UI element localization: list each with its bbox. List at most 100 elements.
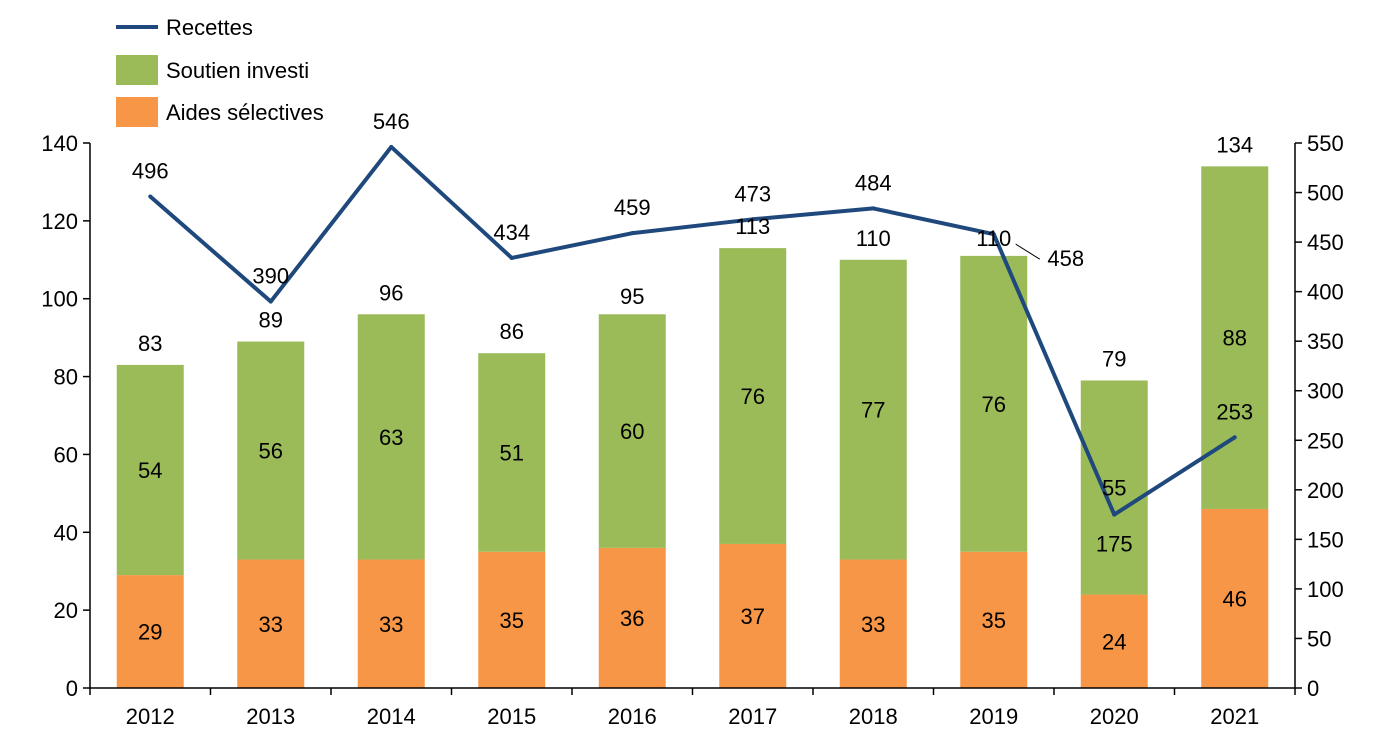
right-tick-label: 250 [1307, 428, 1344, 453]
axes-layer: 0 20 40 60 80 100 120 140 0 50 100 150 200 250 300 350 4… [41, 131, 1343, 729]
left-tick-label: 140 [41, 131, 78, 156]
recettes-point-2019 [991, 232, 996, 237]
label-total-2021: 134 [1216, 132, 1253, 157]
bar-aides-2020 [1080, 594, 1148, 688]
label-recettes-2019: 458 [1047, 246, 1084, 271]
x-tick-label: 2021 [1210, 704, 1259, 729]
legend-label-aides: Aides sélectives [166, 100, 324, 125]
label-recettes-2013: 390 [252, 264, 289, 289]
label-soutien-2016: 60 [620, 419, 644, 444]
bar-soutien-2017 [719, 248, 787, 544]
bar-aides-2016 [598, 547, 666, 688]
recettes-point-2015 [509, 255, 514, 260]
legend: Recettes Soutien investi Aides sélective… [116, 15, 324, 127]
label-aides-2013: 33 [259, 612, 283, 637]
left-tick-label: 100 [41, 287, 78, 312]
x-tick-label: 2016 [608, 704, 657, 729]
left-tick-label: 20 [54, 598, 78, 623]
x-tick-label: 2018 [849, 704, 898, 729]
label-soutien-2013: 56 [259, 439, 283, 464]
x-tick-label: 2014 [367, 704, 416, 729]
left-tick-label: 120 [41, 209, 78, 234]
bar-aides-2015 [478, 551, 546, 688]
bar-soutien-2019 [960, 255, 1028, 552]
right-tick-label: 500 [1307, 181, 1344, 206]
label-recettes-2015: 434 [493, 220, 530, 245]
label-soutien-2019: 76 [982, 392, 1006, 417]
right-tick-label: 400 [1307, 280, 1344, 305]
recettes-point-2013 [268, 299, 273, 304]
right-tick-label: 450 [1307, 230, 1344, 255]
recettes-point-2018 [871, 206, 876, 211]
left-tick-label: 0 [66, 676, 78, 701]
recettes-point-2016 [630, 231, 635, 236]
recettes-point-2012 [148, 194, 153, 199]
right-tick-label: 150 [1307, 527, 1344, 552]
label-recettes-2018: 484 [855, 170, 892, 195]
label-soutien-2014: 63 [379, 425, 403, 450]
label-aides-2017: 37 [741, 604, 765, 629]
legend-swatch-aides [116, 97, 158, 127]
label-aides-2012: 29 [138, 620, 162, 645]
x-tick-label: 2019 [969, 704, 1018, 729]
label-recettes-2021: 253 [1216, 399, 1253, 424]
leader-line-2019 [1015, 243, 1041, 260]
bar-soutien-2016 [598, 314, 666, 548]
bar-soutien-2020 [1080, 380, 1148, 595]
right-tick-label: 0 [1307, 676, 1319, 701]
label-soutien-2020: 55 [1102, 476, 1126, 501]
bar-aides-2014 [357, 559, 425, 688]
label-aides-2014: 33 [379, 612, 403, 637]
label-total-2014: 96 [379, 280, 403, 305]
label-soutien-2012: 54 [138, 458, 162, 483]
label-recettes-2016: 459 [614, 195, 651, 220]
bar-aides-2013 [237, 559, 305, 688]
label-aides-2021: 46 [1223, 586, 1247, 611]
right-tick-label: 50 [1307, 626, 1331, 651]
label-soutien-2018: 77 [861, 398, 885, 423]
label-total-2015: 86 [500, 319, 524, 344]
recettes-point-2020 [1112, 512, 1117, 517]
recettes-point-2021 [1232, 435, 1237, 440]
label-recettes-2012: 496 [132, 159, 169, 184]
x-tick-label: 2012 [126, 704, 175, 729]
legend-label-soutien: Soutien investi [166, 58, 309, 83]
right-tick-label: 350 [1307, 329, 1344, 354]
recettes-line [148, 144, 1236, 517]
left-tick-label: 60 [54, 442, 78, 467]
right-tick-label: 200 [1307, 478, 1344, 503]
x-tick-label: 2020 [1090, 704, 1139, 729]
label-recettes-2014: 546 [373, 109, 410, 134]
label-recettes-2017: 473 [734, 181, 771, 206]
label-soutien-2021: 88 [1223, 326, 1247, 351]
bar-soutien-2015 [478, 353, 546, 552]
label-total-2019: 110 [976, 226, 1011, 251]
label-soutien-2015: 51 [500, 440, 524, 465]
label-total-2013: 89 [259, 308, 283, 333]
bar-aides-2012 [116, 575, 184, 688]
bar-aides-2018 [839, 559, 907, 688]
legend-label-recettes: Recettes [166, 15, 253, 40]
left-tick-label: 80 [54, 365, 78, 390]
bars-layer [116, 166, 1269, 688]
recettes-point-2017 [750, 217, 755, 222]
right-tick-label: 100 [1307, 577, 1344, 602]
bar-aides-2021 [1201, 508, 1269, 688]
bar-soutien-2014 [357, 314, 425, 560]
label-soutien-2017: 76 [741, 384, 765, 409]
label-aides-2015: 35 [500, 608, 524, 633]
label-total-2018: 110 [856, 226, 891, 251]
x-tick-label: 2017 [728, 704, 777, 729]
bar-soutien-2012 [116, 364, 184, 576]
bar-aides-2017 [719, 543, 787, 688]
label-aides-2020: 24 [1102, 629, 1126, 654]
bar-aides-2019 [960, 551, 1028, 688]
label-total-2017: 113 [735, 214, 770, 239]
label-recettes-2020: 175 [1096, 532, 1133, 557]
label-aides-2018: 33 [861, 612, 885, 637]
label-total-2016: 95 [620, 284, 644, 309]
label-total-2020: 79 [1102, 346, 1126, 371]
label-aides-2019: 35 [982, 608, 1006, 633]
x-tick-label: 2015 [487, 704, 536, 729]
